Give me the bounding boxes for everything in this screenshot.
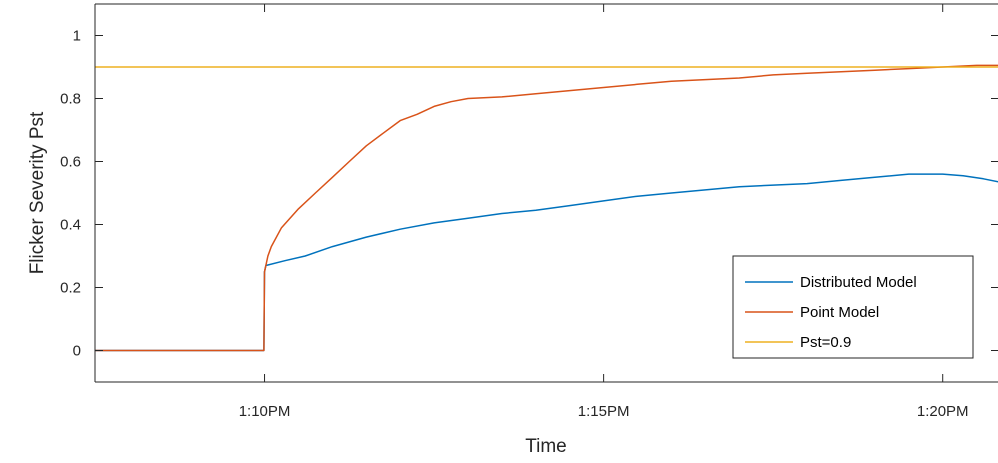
x-tick-label: 1:20PM xyxy=(917,403,969,420)
y-tick-label: 0.4 xyxy=(60,217,81,234)
legend-box xyxy=(732,255,974,359)
y-axis-label: Flicker Severity Pst xyxy=(27,111,48,274)
legend-label-distributed-model: Distributed Model xyxy=(800,274,917,291)
ticks-layer: 0 0.2 0.4 0.6 0.8 1 1:10PM 1:15PM 1:20PM xyxy=(60,4,998,420)
series-line-distributed-model xyxy=(95,173,998,352)
y-tick-label: 0.2 xyxy=(60,280,81,297)
x-axis-label: Time xyxy=(525,436,567,457)
y-tick-label: 0.8 xyxy=(60,91,81,108)
series-line-point-model xyxy=(95,64,998,352)
legend-label-point-model: Point Model xyxy=(800,304,879,321)
legend-label-pst-threshold: Pst=0.9 xyxy=(800,334,851,351)
axes-layer xyxy=(94,3,998,383)
y-tick-label: 0 xyxy=(73,343,81,360)
y-tick-label: 0.6 xyxy=(60,154,81,171)
y-tick-label: 1 xyxy=(73,28,81,45)
x-tick-label: 1:10PM xyxy=(239,403,291,420)
series-layer xyxy=(95,64,998,352)
x-tick-label: 1:15PM xyxy=(578,403,630,420)
legend: Distributed Model Point Model Pst=0.9 xyxy=(732,255,974,359)
